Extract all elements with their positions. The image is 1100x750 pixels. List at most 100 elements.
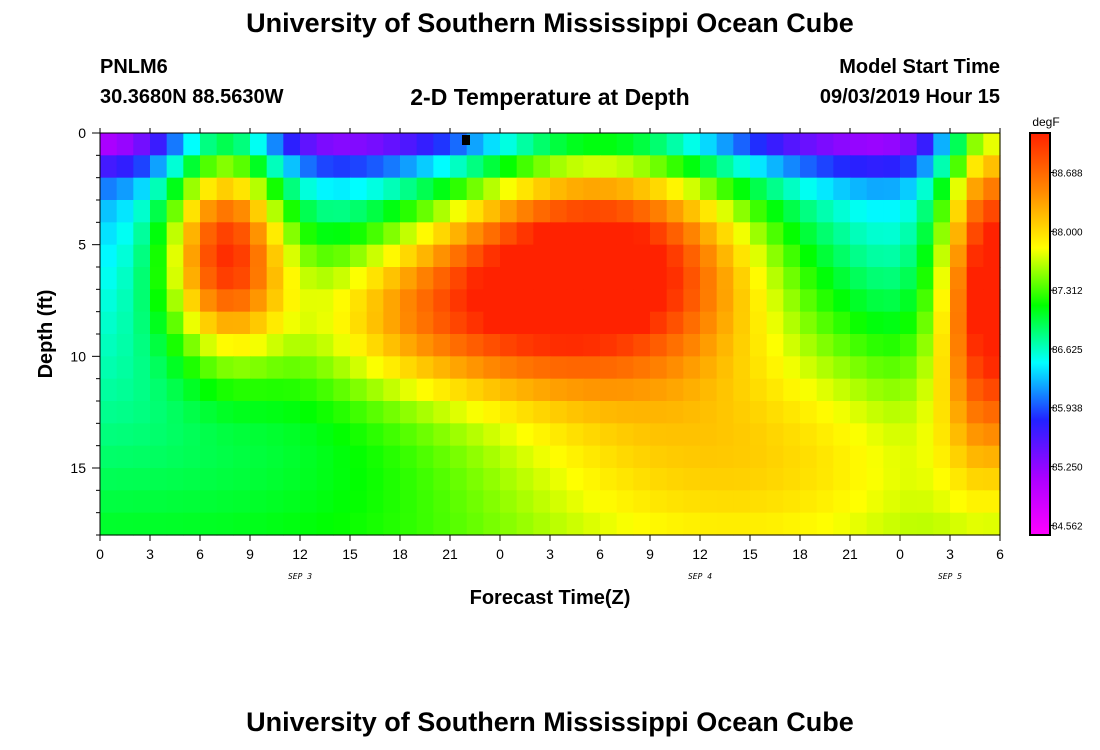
heatmap-cell <box>300 378 318 402</box>
heatmap-cell <box>200 155 218 179</box>
heatmap-cell <box>433 244 451 268</box>
heatmap-cell <box>583 356 601 380</box>
heatmap-cell <box>650 244 668 268</box>
heatmap-cell <box>783 468 801 491</box>
heatmap-cell <box>766 155 784 179</box>
heatmap-cell <box>116 244 134 268</box>
heatmap-cell <box>800 177 818 201</box>
heatmap-cell <box>733 133 751 156</box>
heatmap-cell <box>383 244 401 268</box>
heatmap-cell <box>850 267 868 290</box>
heatmap-cell <box>850 289 868 313</box>
heatmap-cell <box>766 133 784 156</box>
heatmap-cell <box>750 222 768 246</box>
heatmap-cell <box>450 490 468 514</box>
heatmap-cell <box>833 289 851 313</box>
heatmap-cell <box>816 468 834 491</box>
heatmap-cell <box>450 378 468 402</box>
heatmap-cell <box>816 289 834 313</box>
heatmap-cell <box>833 222 851 246</box>
heatmap-cell <box>200 378 218 402</box>
heatmap-cell <box>733 445 751 469</box>
heatmap-cell <box>850 133 868 156</box>
heatmap-cell <box>283 490 301 514</box>
heatmap-cell <box>733 289 751 313</box>
heatmap-cell <box>983 222 1001 246</box>
colorbar-tick-label: 85.250 <box>1052 463 1083 474</box>
heatmap-cell <box>516 222 534 246</box>
heatmap-cell <box>183 222 201 246</box>
heatmap-cell <box>483 267 501 290</box>
colorbar-tick-label: 84.562 <box>1052 521 1083 532</box>
heatmap-cell <box>683 334 701 357</box>
heatmap-cell <box>416 200 434 223</box>
heatmap-cell <box>616 267 634 290</box>
heatmap-cell <box>433 155 451 179</box>
heatmap-cell <box>950 177 968 201</box>
heatmap-cell <box>633 401 651 424</box>
heatmap-cell <box>283 244 301 268</box>
heatmap-cell <box>366 445 384 469</box>
heatmap-cell <box>550 244 568 268</box>
x-axis: 0 3 6 9 12 15 18 21 0 3 6 9 12 15 18 21 0 3 6 SEP 3 SEP 4 SEP… <box>96 128 1004 581</box>
heatmap-cell <box>216 378 234 402</box>
heatmap-cell <box>383 133 401 156</box>
heatmap-cell <box>550 490 568 514</box>
heatmap-cell <box>283 267 301 290</box>
heatmap-cell <box>350 311 368 335</box>
heatmap-cell <box>566 334 584 357</box>
heatmap-cell <box>316 378 334 402</box>
heatmap-cell <box>483 311 501 335</box>
heatmap-cell <box>100 133 118 156</box>
heatmap-cell <box>466 334 484 357</box>
heatmap-cell <box>350 356 368 380</box>
heatmap-cell <box>950 155 968 179</box>
heatmap-cell <box>700 133 718 156</box>
heatmap-cell <box>333 267 351 290</box>
heatmap-cell <box>783 512 801 536</box>
heatmap-cell <box>733 267 751 290</box>
heatmap-cell <box>700 177 718 201</box>
heatmap-cell <box>333 222 351 246</box>
heatmap-cell <box>400 177 418 201</box>
heatmap-cell <box>100 155 118 179</box>
heatmap-cell <box>316 490 334 514</box>
heatmap-cell <box>600 133 618 156</box>
heatmap-cell <box>416 468 434 491</box>
heatmap-cell <box>850 311 868 335</box>
heatmap-cell <box>883 445 901 469</box>
heatmap-cell <box>633 468 651 491</box>
heatmap-cell <box>866 222 884 246</box>
heatmap-cell <box>266 468 284 491</box>
heatmap-cell <box>416 401 434 424</box>
heatmap-cell <box>650 334 668 357</box>
heatmap-cell <box>666 468 684 491</box>
x-tick-label: 9 <box>246 546 254 562</box>
heatmap-cell <box>266 177 284 201</box>
heatmap-cell <box>383 334 401 357</box>
heatmap-cell <box>783 244 801 268</box>
heatmap-cell <box>233 133 251 156</box>
heatmap-cell <box>900 200 918 223</box>
heatmap-cell <box>450 200 468 223</box>
heatmap-cell <box>616 334 634 357</box>
heatmap-cell <box>766 401 784 424</box>
heatmap-cell <box>783 445 801 469</box>
heatmap-cell <box>550 356 568 380</box>
heatmap-cell <box>316 512 334 536</box>
heatmap-cell <box>366 200 384 223</box>
heatmap-cell <box>600 177 618 201</box>
heatmap-cell <box>550 155 568 179</box>
chart-subtitle: 2-D Temperature at Depth <box>410 84 690 110</box>
heatmap-cell <box>916 177 934 201</box>
heatmap-cell <box>900 512 918 536</box>
heatmap-cell <box>183 311 201 335</box>
heatmap-cell <box>300 423 318 447</box>
heatmap-cell <box>350 267 368 290</box>
heatmap-cell <box>683 356 701 380</box>
heatmap-cell <box>850 200 868 223</box>
heatmap-cell <box>916 133 934 156</box>
heatmap-cell <box>950 401 968 424</box>
heatmap-cell <box>433 200 451 223</box>
heatmap-cell <box>750 177 768 201</box>
